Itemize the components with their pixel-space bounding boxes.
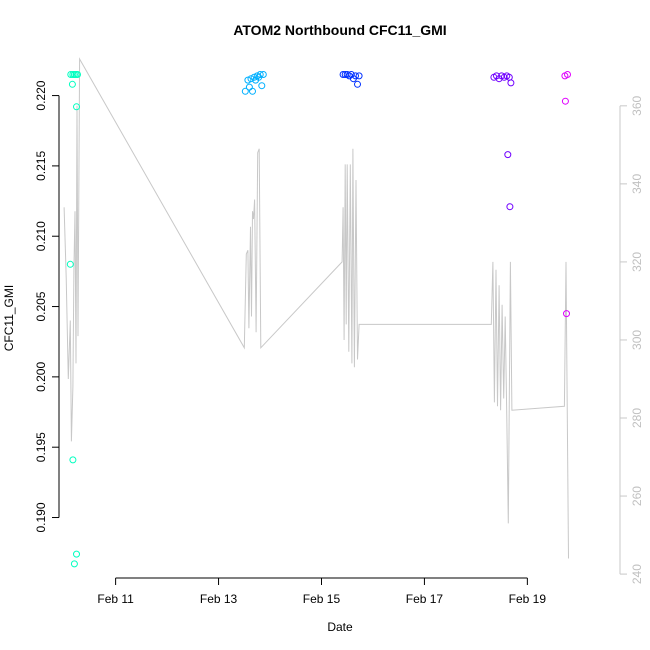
x-tick-label: Feb 11 (97, 592, 134, 606)
data-point (67, 71, 75, 78)
data-point (68, 80, 76, 88)
y-tick-label: 0.200 (34, 362, 48, 392)
y-tick-label: 0.205 (34, 291, 48, 321)
data-point (73, 103, 80, 111)
x-tick-label: Feb 17 (406, 592, 444, 606)
series-line (63, 57, 569, 559)
data-point (249, 87, 256, 95)
data-point (506, 203, 514, 211)
y-axis-title: CFC11_GMI (2, 285, 16, 351)
secondary-y-tick-label: 280 (630, 408, 644, 428)
data-point (70, 560, 78, 568)
data-point (259, 71, 267, 78)
data-point (354, 80, 361, 88)
data-point (504, 151, 512, 159)
y-tick-label: 0.220 (34, 80, 48, 110)
y-tick-label: 0.215 (34, 151, 48, 181)
y-tick-label: 0.210 (34, 221, 48, 251)
secondary-y-tick-label: 300 (630, 330, 644, 350)
chart-title: ATOM2 Northbound CFC11_GMI (233, 22, 446, 38)
data-point (74, 71, 81, 78)
data-point (245, 83, 253, 91)
secondary-y-axis: 240 260 280 300 320 340 360 (619, 95, 644, 584)
y-tick-label: 0.190 (34, 502, 48, 532)
data-point (352, 72, 359, 80)
data-point (241, 87, 249, 95)
data-point (73, 550, 80, 558)
data-point (507, 79, 515, 87)
y-tick-label: 0.195 (34, 432, 48, 462)
data-point (256, 71, 264, 78)
data-point (347, 71, 355, 78)
x-tick-label: Feb 15 (303, 592, 341, 606)
data-point (69, 456, 77, 464)
secondary-y-tick-label: 320 (630, 252, 644, 272)
secondary-y-tick-label: 260 (630, 486, 644, 506)
data-point (563, 310, 570, 318)
x-tick-label: Feb 19 (509, 592, 547, 606)
x-axis-title: Date (327, 620, 353, 634)
x-tick-label: Feb 13 (200, 592, 238, 606)
secondary-series-line (63, 57, 569, 559)
data-point (564, 71, 571, 78)
data-point (561, 97, 569, 105)
data-points (66, 71, 571, 568)
data-point (355, 72, 363, 80)
secondary-y-tick-label: 360 (630, 95, 644, 115)
secondary-y-tick-label: 240 (630, 564, 644, 584)
data-point (66, 260, 74, 268)
secondary-y-tick-label: 340 (630, 174, 644, 194)
x-axis: Feb 11 Feb 13 Feb 15 Feb 17 Feb 19 (97, 577, 547, 606)
y-axis: 0.190 0.195 0.200 0.205 0.210 0.215 0.220 (34, 80, 60, 533)
data-point (258, 82, 266, 90)
